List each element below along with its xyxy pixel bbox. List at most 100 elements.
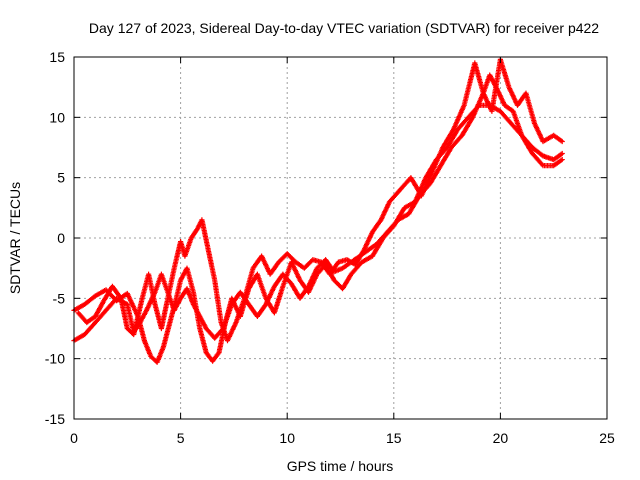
data-point-markers (224, 321, 238, 344)
series-track-1 (71, 102, 565, 365)
data-point-markers (165, 267, 177, 301)
data-point-markers (246, 301, 260, 318)
axis-ticks: 0 5 10 15 20 25 -15 -10 -5 0 5 10 15 (45, 49, 615, 446)
data-point-markers (173, 279, 183, 301)
data-point-markers (408, 175, 424, 198)
data-point-markers (318, 259, 332, 276)
series-track-3 (75, 56, 565, 344)
data-point-markers (506, 84, 520, 107)
data-point-markers (263, 285, 277, 307)
data-point-markers (438, 146, 454, 169)
data-point-markers (154, 345, 166, 365)
data-point-markers (141, 338, 153, 358)
data-point-markers (551, 151, 564, 163)
data-point-markers (455, 115, 471, 132)
data-point-markers (146, 271, 158, 306)
data-point-markers (359, 254, 374, 265)
data-point-markers (529, 144, 545, 158)
data-point-markers (92, 299, 106, 319)
data-point-markers (101, 285, 115, 304)
data-point-markers (82, 294, 97, 307)
data-point-markers (551, 157, 564, 169)
data-point-markers (82, 321, 97, 338)
data-point-markers (188, 227, 200, 241)
data-point-markers (551, 132, 564, 144)
data-point-markers (118, 295, 130, 330)
x-tick-label: 20 (493, 430, 509, 446)
data-point-markers (427, 164, 443, 187)
data-point-markers (369, 218, 383, 235)
data-point-markers (271, 272, 285, 289)
data-point-markers (374, 230, 389, 247)
series-track-2 (71, 72, 565, 344)
data-point-markers (242, 267, 256, 301)
data-point-markers (489, 58, 503, 114)
data-point-markers (386, 188, 402, 205)
y-tick-label: 10 (49, 109, 65, 125)
data-point-markers (280, 271, 294, 286)
x-tick-label: 0 (70, 430, 78, 446)
data-point-markers (171, 297, 183, 313)
y-tick-label: -15 (45, 411, 65, 427)
data-point-markers (229, 290, 242, 307)
data-point-markers (340, 272, 353, 292)
data-point-markers (365, 242, 379, 253)
data-point-markers (327, 260, 341, 277)
data-series (71, 56, 565, 365)
data-point-markers (250, 254, 264, 271)
data-point-markers (444, 128, 460, 151)
y-tick-label: 0 (57, 230, 65, 246)
data-point-markers (523, 90, 537, 125)
data-point-markers (288, 259, 302, 282)
y-tick-label: -5 (53, 290, 66, 306)
data-point-markers (205, 247, 217, 282)
data-point-markers (540, 153, 555, 162)
data-point-markers (301, 258, 315, 271)
data-point-markers (190, 301, 202, 318)
data-point-markers (297, 284, 311, 301)
data-point-markers (448, 133, 464, 151)
x-tick-label: 5 (177, 430, 185, 446)
data-point-markers (361, 230, 375, 253)
data-point-markers (158, 297, 171, 332)
y-axis-label: SDTVAR / TECUs (7, 182, 23, 294)
y-tick-label: 15 (49, 49, 65, 65)
data-point-markers (429, 146, 445, 175)
data-point-markers (529, 150, 545, 168)
x-tick-label: 25 (599, 430, 615, 446)
data-point-markers (305, 267, 319, 289)
data-point (559, 156, 565, 163)
data-point-markers (352, 248, 366, 268)
data-point-markers (84, 314, 97, 326)
x-tick-label: 10 (279, 430, 295, 446)
data-point-markers (461, 61, 477, 108)
data-point-markers (472, 60, 486, 95)
data-point-markers (197, 325, 209, 354)
data-point-markers (378, 200, 392, 223)
data-point-markers (199, 217, 211, 252)
data-point-markers (459, 116, 475, 138)
data-point-markers (259, 253, 273, 276)
data-point-markers (233, 297, 247, 326)
data-point-markers (212, 277, 224, 324)
data-point-markers (197, 313, 209, 330)
data-point-markers (531, 120, 545, 143)
data-point-markers (418, 170, 435, 199)
data-point-markers (103, 296, 119, 313)
data-point-markers (267, 260, 281, 277)
data-point-markers (210, 351, 221, 364)
x-axis-label: GPS time / hours (287, 458, 394, 474)
data-point-markers (440, 128, 456, 151)
data-point-markers (131, 297, 145, 338)
data-point-markers (182, 236, 194, 259)
y-tick-label: -10 (45, 351, 65, 367)
data-point-markers (497, 108, 513, 125)
data-point-markers (450, 104, 467, 132)
data-point-markers (109, 283, 123, 300)
data-point-markers (502, 102, 515, 113)
data-point-markers (510, 108, 524, 137)
data-point-markers (348, 260, 364, 277)
data-point-markers (158, 271, 170, 294)
data-point-markers (284, 251, 298, 264)
